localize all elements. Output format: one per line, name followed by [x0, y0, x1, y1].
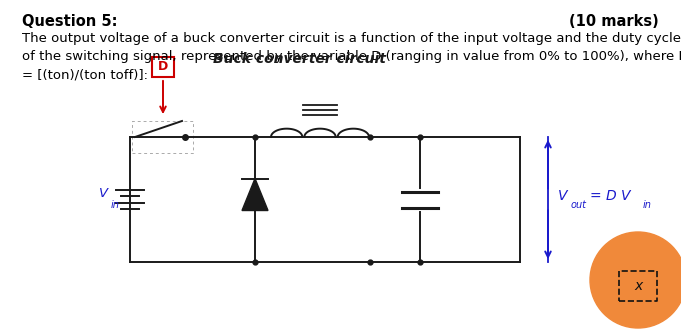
Text: in: in: [111, 201, 120, 210]
Text: Question 5:: Question 5:: [22, 14, 118, 29]
Text: of the switching signal, represented by the variable D (ranging in value from 0%: of the switching signal, represented by …: [22, 50, 681, 63]
Text: x: x: [634, 279, 642, 293]
Text: The output voltage of a buck converter circuit is a function of the input voltag: The output voltage of a buck converter c…: [22, 32, 681, 45]
Text: out: out: [571, 200, 587, 209]
Bar: [132, 121, 193, 153]
Text: V: V: [99, 187, 108, 200]
Text: = D V: = D V: [590, 189, 631, 203]
Bar: [619, 271, 657, 301]
Text: (10 marks): (10 marks): [569, 14, 659, 29]
Text: D: D: [158, 60, 168, 73]
Circle shape: [590, 232, 681, 328]
Text: = [(ton)/(ton toff)]:: = [(ton)/(ton toff)]:: [22, 68, 148, 81]
Text: Buck converter circuit: Buck converter circuit: [213, 52, 386, 66]
Bar: [152, 57, 174, 77]
Text: V: V: [558, 189, 567, 203]
Polygon shape: [242, 179, 268, 210]
Text: in: in: [643, 200, 652, 209]
